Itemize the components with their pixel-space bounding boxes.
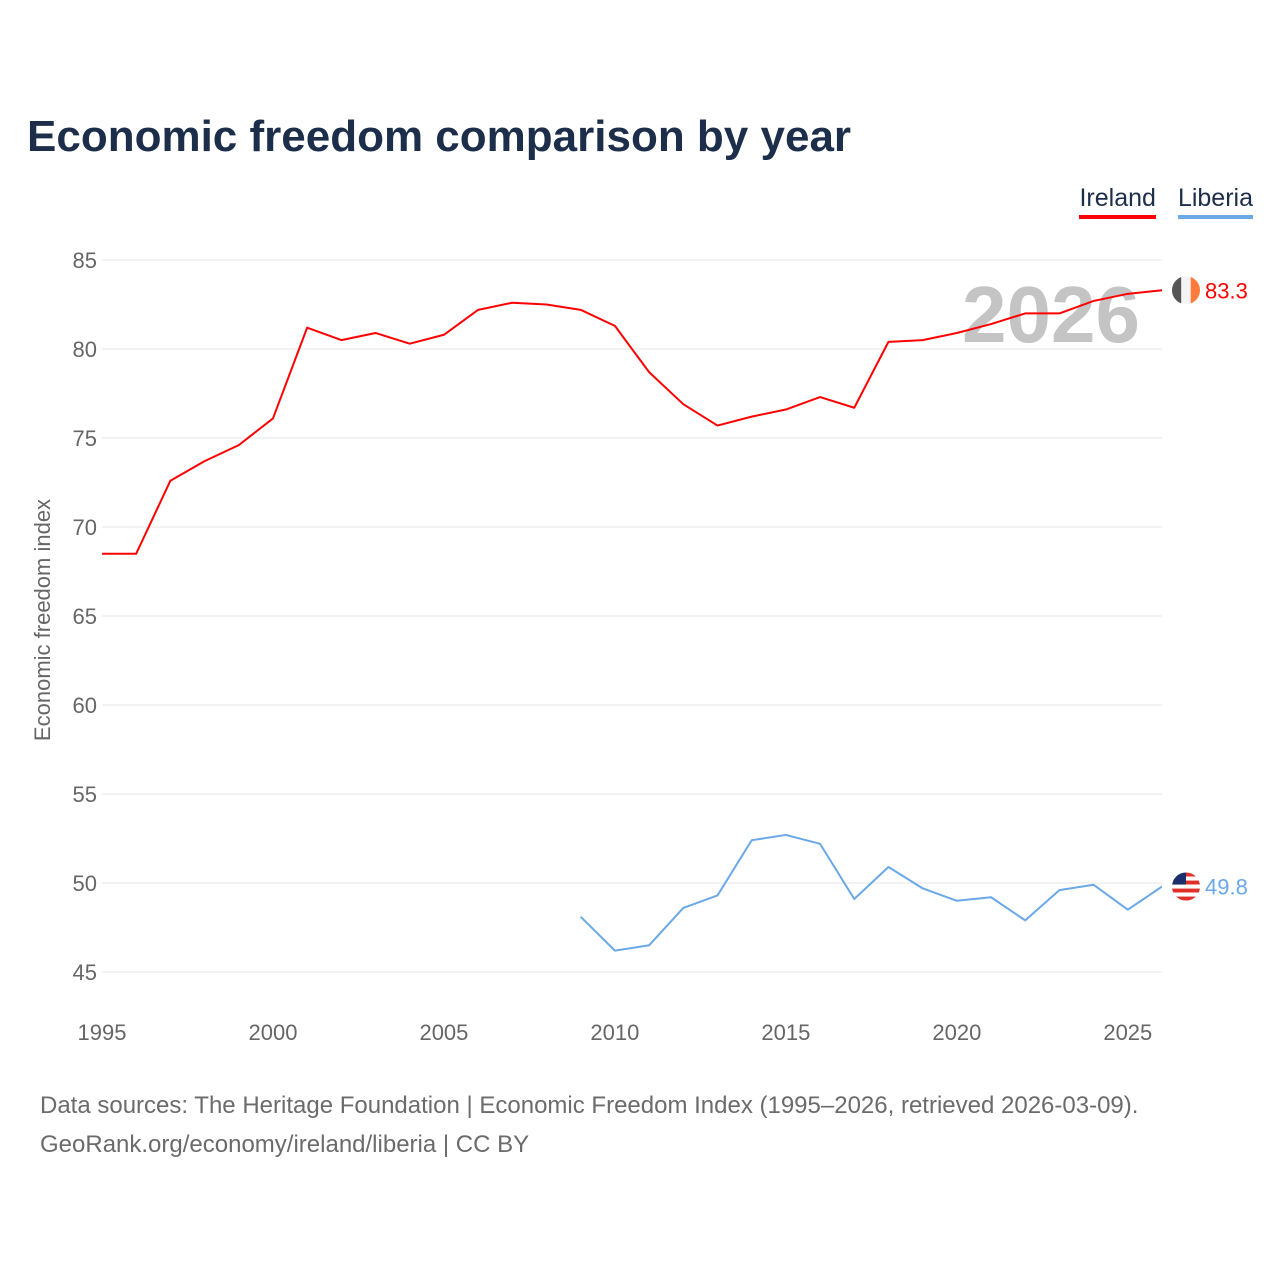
legend: Ireland Liberia	[1079, 184, 1253, 219]
legend-ireland[interactable]: Ireland	[1079, 184, 1156, 219]
y-tick-label: 55	[73, 782, 97, 807]
series-line-liberia	[580, 833, 1163, 952]
flag-mask	[1162, 862, 1210, 911]
x-tick-label: 2000	[248, 1020, 297, 1045]
source-line-2: GeoRank.org/economy/ireland/liberia | CC…	[40, 1131, 530, 1158]
x-tick-label: 2025	[1103, 1020, 1152, 1045]
ireland-flag-icon	[1190, 276, 1200, 305]
y-tick-label: 65	[73, 604, 97, 629]
y-tick-label: 75	[73, 426, 97, 451]
liberia-flag-icon	[1172, 888, 1200, 893]
x-tick-label: 2005	[419, 1020, 468, 1045]
end-value-label: 83.3	[1205, 278, 1248, 303]
source-note: Data sources: The Heritage Foundation | …	[40, 1086, 1138, 1164]
year-watermark: 2026	[962, 270, 1140, 359]
ireland-flag-icon	[1181, 276, 1191, 305]
liberia-flag-icon	[1172, 884, 1200, 889]
liberia-flag-icon	[1172, 896, 1200, 901]
x-tick-label: 2015	[761, 1020, 810, 1045]
y-tick-label: 50	[73, 871, 97, 896]
y-tick-label: 70	[73, 515, 97, 540]
y-axis-label: Economic freedom index	[30, 499, 55, 741]
x-tick-label: 2010	[590, 1020, 639, 1045]
legend-liberia[interactable]: Liberia	[1177, 184, 1253, 219]
x-tick-label: 2020	[932, 1020, 981, 1045]
y-tick-label: 45	[73, 960, 97, 985]
x-tick-label: 1995	[78, 1020, 127, 1045]
y-tick-label: 85	[73, 248, 97, 273]
series-line-ireland	[102, 289, 1163, 555]
y-tick-label: 60	[73, 693, 97, 718]
chart-title: Economic freedom comparison by year	[27, 112, 852, 161]
y-tick-label: 80	[73, 337, 97, 362]
flag-mask	[1162, 266, 1210, 315]
source-line-1: Data sources: The Heritage Foundation | …	[40, 1092, 1139, 1119]
ireland-flag-icon	[1172, 276, 1182, 305]
liberia-flag-icon	[1172, 892, 1200, 897]
end-value-label: 49.8	[1205, 875, 1248, 900]
